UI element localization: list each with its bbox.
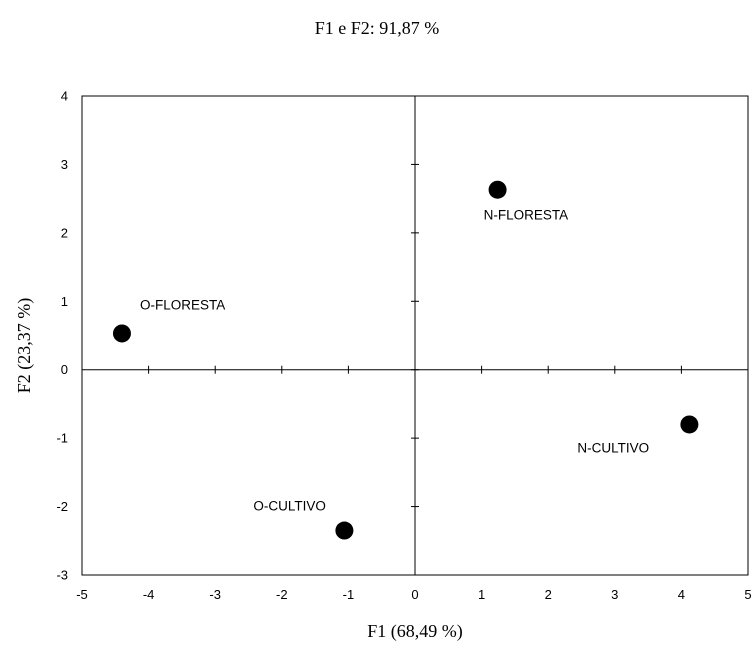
x-tick-label: 2	[545, 587, 552, 602]
y-tick-label: 0	[61, 362, 68, 377]
x-tick-label: 1	[478, 587, 485, 602]
data-point	[680, 415, 699, 434]
y-tick-label: -2	[56, 499, 68, 514]
x-tick-label: -5	[76, 587, 88, 602]
y-tick-label: 3	[61, 157, 68, 172]
y-tick-label: -1	[56, 431, 68, 446]
data-point-label: O-FLORESTA	[140, 297, 225, 312]
data-point-label: N-CULTIVO	[577, 440, 649, 455]
x-tick-label: -2	[276, 587, 288, 602]
y-axis-title: F2 (23,37 %)	[14, 298, 35, 394]
chart-title: F1 e F2: 91,87 %	[315, 18, 440, 38]
x-tick-label: -1	[343, 587, 355, 602]
y-tick-label: -3	[56, 568, 68, 583]
x-tick-label: 4	[678, 587, 685, 602]
x-axis-title: F1 (68,49 %)	[367, 621, 463, 642]
x-tick-label: -4	[143, 587, 155, 602]
y-tick-label: 2	[61, 225, 68, 240]
y-tick-label: 4	[61, 89, 68, 104]
y-tick-label: 1	[61, 294, 68, 309]
data-point	[335, 521, 354, 540]
x-tick-label: -3	[209, 587, 221, 602]
x-tick-label: 0	[411, 587, 418, 602]
data-point-label: O-CULTIVO	[253, 499, 326, 514]
x-tick-label: 3	[611, 587, 618, 602]
data-point	[112, 324, 131, 343]
data-point-label: N-FLORESTA	[484, 208, 569, 223]
data-point	[488, 180, 507, 199]
x-tick-label: 5	[744, 587, 751, 602]
